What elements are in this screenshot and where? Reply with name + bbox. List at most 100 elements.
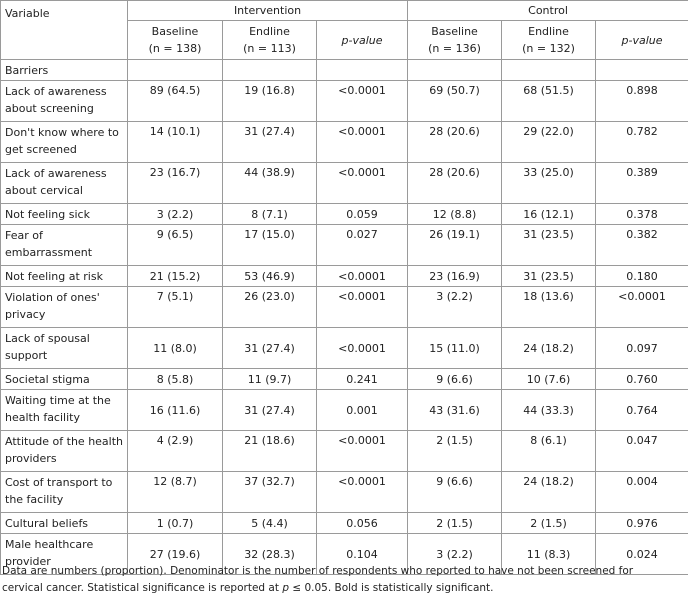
value-cell: 24 (18.2) <box>502 328 596 369</box>
value-cell: 31 (23.5) <box>502 266 596 287</box>
footnote-text: ≤ 0.05. Bold is statistically significan… <box>289 582 494 594</box>
value-cell: 7 (5.1) <box>128 287 223 328</box>
control-baseline-header: Baseline(n = 136) <box>408 21 502 60</box>
variable-label-line: Not feeling at risk <box>5 268 123 285</box>
value-cell: <0.0001 <box>317 472 408 513</box>
column-n: (n = 138) <box>132 40 218 57</box>
value-cell: 69 (50.7) <box>408 81 502 122</box>
column-label: p-value <box>622 34 663 47</box>
value-cell: 8 (6.1) <box>502 431 596 472</box>
value-cell: 26 (23.0) <box>223 287 317 328</box>
value-cell: 3 (2.2) <box>408 287 502 328</box>
value-cell: 53 (46.9) <box>223 266 317 287</box>
group-header-row: Variable Intervention Control <box>1 1 688 21</box>
empty-cell <box>502 60 596 81</box>
value-cell: 0.382 <box>596 225 688 266</box>
intervention-header: Intervention <box>128 1 408 21</box>
variable-label-line: Male healthcare <box>5 536 123 553</box>
control-endline-header: Endline(n = 132) <box>502 21 596 60</box>
variable-label-line: Attitude of the health <box>5 433 123 450</box>
value-cell: 19 (16.8) <box>223 81 317 122</box>
column-n: (n = 132) <box>506 40 591 57</box>
empty-cell <box>596 60 688 81</box>
value-cell: 0.180 <box>596 266 688 287</box>
variable-label-line: support <box>5 347 123 364</box>
value-cell: 12 (8.8) <box>408 204 502 225</box>
value-cell: 37 (32.7) <box>223 472 317 513</box>
variable-header-label: Variable <box>5 7 50 20</box>
value-cell: 1 (0.7) <box>128 513 223 534</box>
value-cell: 0.378 <box>596 204 688 225</box>
value-cell: 3 (2.2) <box>128 204 223 225</box>
value-cell: <0.0001 <box>596 287 688 328</box>
value-cell: <0.0001 <box>317 163 408 204</box>
value-cell: 0.764 <box>596 390 688 431</box>
value-cell: 68 (51.5) <box>502 81 596 122</box>
control-header: Control <box>408 1 688 21</box>
value-cell: 2 (1.5) <box>408 513 502 534</box>
value-cell: 11 (8.0) <box>128 328 223 369</box>
variable-label-line: Lack of awareness <box>5 83 123 100</box>
value-cell: 0.782 <box>596 122 688 163</box>
variable-label-line: Waiting time at the <box>5 392 123 409</box>
variable-label-line: Lack of spousal <box>5 330 123 347</box>
variable-cell: Not feeling sick <box>1 204 128 225</box>
value-cell: 14 (10.1) <box>128 122 223 163</box>
value-cell: 23 (16.9) <box>408 266 502 287</box>
value-cell: 9 (6.6) <box>408 369 502 390</box>
value-cell: 0.097 <box>596 328 688 369</box>
value-cell: 0.760 <box>596 369 688 390</box>
value-cell: 0.976 <box>596 513 688 534</box>
value-cell: 0.241 <box>317 369 408 390</box>
value-cell: 8 (5.8) <box>128 369 223 390</box>
value-cell: 16 (12.1) <box>502 204 596 225</box>
variable-header: Variable <box>1 1 128 60</box>
value-cell: 4 (2.9) <box>128 431 223 472</box>
results-table: Variable Intervention Control Baseline(n… <box>0 0 688 575</box>
variable-label-line: Cost of transport to <box>5 474 123 491</box>
column-label: Endline <box>506 23 591 40</box>
variable-cell: Cultural beliefs <box>1 513 128 534</box>
variable-label-line: Not feeling sick <box>5 206 123 223</box>
value-cell: <0.0001 <box>317 328 408 369</box>
variable-label-line: Lack of awareness <box>5 165 123 182</box>
variable-label-line: Societal stigma <box>5 371 123 388</box>
footnote-line-1: Data are numbers (proportion). Denominat… <box>2 563 686 580</box>
value-cell: 89 (64.5) <box>128 81 223 122</box>
value-cell: 16 (11.6) <box>128 390 223 431</box>
value-cell: 31 (27.4) <box>223 122 317 163</box>
control-header-label: Control <box>528 4 568 17</box>
variable-label-line: Violation of ones' <box>5 289 123 306</box>
variable-label-line: providers <box>5 450 123 467</box>
intervention-pvalue-header: p-value <box>317 21 408 60</box>
value-cell: 0.389 <box>596 163 688 204</box>
variable-cell: Not feeling at risk <box>1 266 128 287</box>
footnote-line-2: cervical cancer. Statistical significanc… <box>2 580 686 597</box>
section-label: Barriers <box>1 60 128 81</box>
value-cell: 21 (15.2) <box>128 266 223 287</box>
table-footnote: Data are numbers (proportion). Denominat… <box>2 563 686 597</box>
variable-label-line: privacy <box>5 306 123 323</box>
value-cell: 31 (23.5) <box>502 225 596 266</box>
value-cell: 28 (20.6) <box>408 122 502 163</box>
footnote-p: p <box>282 582 289 594</box>
value-cell: 29 (22.0) <box>502 122 596 163</box>
value-cell: 24 (18.2) <box>502 472 596 513</box>
empty-cell <box>317 60 408 81</box>
control-pvalue-header: p-value <box>596 21 688 60</box>
empty-cell <box>408 60 502 81</box>
value-cell: 28 (20.6) <box>408 163 502 204</box>
variable-label-line: Fear of <box>5 227 123 244</box>
value-cell: 18 (13.6) <box>502 287 596 328</box>
value-cell: 5 (4.4) <box>223 513 317 534</box>
